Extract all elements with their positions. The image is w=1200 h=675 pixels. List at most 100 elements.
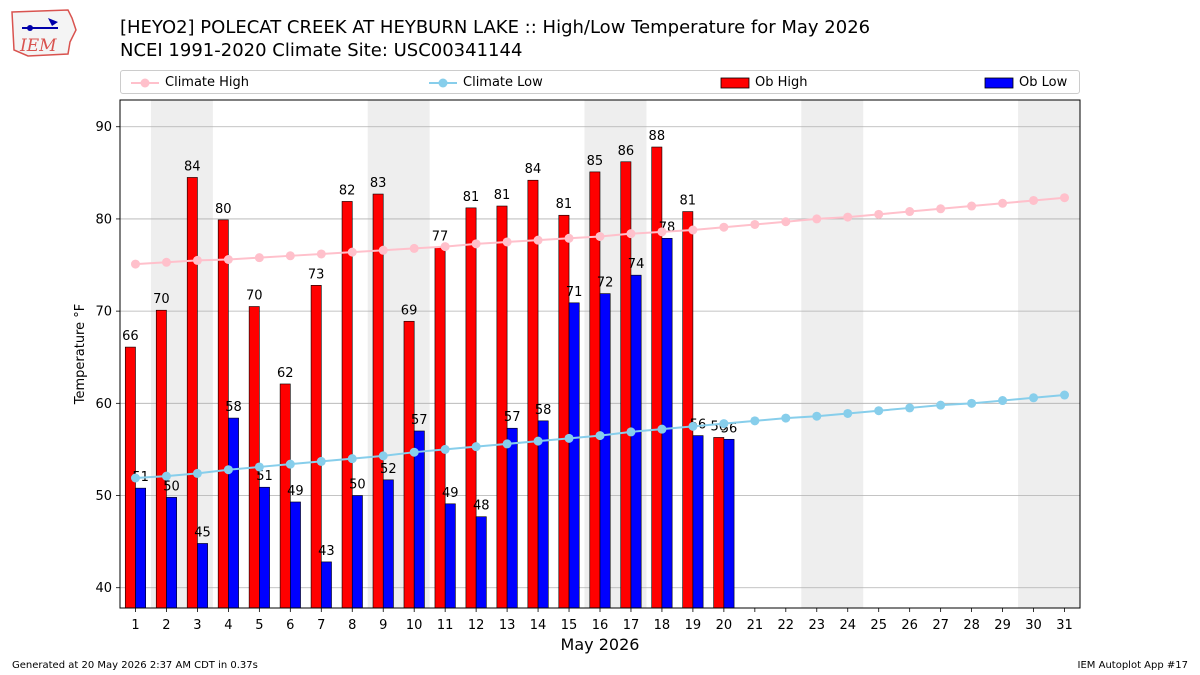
climate-low-point xyxy=(378,451,388,461)
x-tick-label: 6 xyxy=(286,618,294,633)
climate-high-point xyxy=(905,207,915,217)
ob-high-bar xyxy=(651,146,663,609)
app-label: IEM Autoplot App #17 xyxy=(1077,660,1188,671)
ob-high-label: 73 xyxy=(308,267,325,282)
ob-low-bar xyxy=(537,420,549,609)
ob-low-label: 51 xyxy=(256,469,273,484)
x-tick-label: 21 xyxy=(747,618,764,633)
climate-low-point xyxy=(471,442,481,452)
x-tick-label: 1 xyxy=(131,618,139,633)
ob-low-label: 57 xyxy=(411,413,428,428)
ob-low-bar xyxy=(228,417,239,609)
weekend-shade xyxy=(1018,100,1080,608)
climate-high-point xyxy=(688,225,698,235)
ob-high-label: 84 xyxy=(184,159,201,174)
y-tick-label: 40 xyxy=(95,581,112,596)
climate-high-point xyxy=(936,204,946,214)
climate-high-point xyxy=(471,239,481,249)
climate-high-point xyxy=(285,251,295,261)
x-tick-label: 4 xyxy=(224,618,232,633)
climate-high-point xyxy=(874,209,884,219)
ob-high-bar xyxy=(403,320,415,609)
x-tick-label: 7 xyxy=(317,618,325,633)
ob-low-label: 45 xyxy=(194,525,211,540)
climate-high-point xyxy=(998,198,1008,208)
climate-high-point xyxy=(812,214,822,224)
climate-high-point xyxy=(223,254,233,264)
ob-low-bar xyxy=(568,302,580,609)
climate-low-point xyxy=(688,421,698,431)
ob-low-label: 71 xyxy=(566,285,583,300)
climate-high-point xyxy=(750,219,760,229)
x-axis-label: May 2026 xyxy=(561,635,640,654)
ob-high-label: 88 xyxy=(649,129,666,144)
ob-high-label: 81 xyxy=(680,194,697,209)
ob-high-label: 81 xyxy=(494,188,511,203)
ob-high-label: 86 xyxy=(618,144,635,159)
climate-high-point xyxy=(719,222,729,232)
x-tick-label: 17 xyxy=(623,618,640,633)
ob-high-bar xyxy=(186,177,198,609)
ob-high-bar xyxy=(248,306,260,609)
logo-text: IEM xyxy=(19,36,57,56)
climate-low-point xyxy=(936,400,946,410)
x-tick-label: 25 xyxy=(870,618,887,633)
chart-subtitle: NCEI 1991-2020 Climate Site: USC00341144 xyxy=(120,40,523,61)
ob-low-bar xyxy=(692,435,704,609)
chart-legend: Climate High Climate Low Ob High Ob Low xyxy=(120,70,1080,94)
ob-high-label: 66 xyxy=(122,329,139,344)
x-tick-label: 18 xyxy=(654,618,671,633)
ob-high-bar xyxy=(713,437,725,609)
x-tick-label: 23 xyxy=(809,618,826,633)
climate-high-point xyxy=(502,237,512,247)
climate-low-point xyxy=(533,436,543,446)
climate-low-point xyxy=(843,408,853,418)
ob-low-bar xyxy=(444,503,456,609)
ob-low-bar xyxy=(630,274,642,609)
x-tick-label: 22 xyxy=(778,618,795,633)
climate-high-point xyxy=(254,253,264,263)
ob-high-bar xyxy=(496,205,508,609)
climate-low-point xyxy=(626,427,636,437)
x-tick-label: 29 xyxy=(994,618,1011,633)
x-tick-label: 20 xyxy=(716,618,733,633)
x-tick-label: 12 xyxy=(468,618,485,633)
y-tick-label: 60 xyxy=(95,397,112,412)
x-tick-label: 15 xyxy=(561,618,578,633)
legend-label-climate-high: Climate High xyxy=(165,75,250,90)
climate-low-point xyxy=(502,439,512,449)
x-tick-label: 9 xyxy=(379,618,387,633)
legend-label-climate-low: Climate Low xyxy=(463,75,543,90)
climate-low-point xyxy=(192,468,202,478)
ob-high-bar xyxy=(620,161,632,609)
climate-high-point xyxy=(409,243,419,253)
x-tick-label: 8 xyxy=(348,618,356,633)
x-tick-label: 10 xyxy=(406,618,423,633)
ob-low-label: 49 xyxy=(287,484,304,499)
ob-high-bar xyxy=(682,211,694,609)
x-tick-label: 26 xyxy=(901,618,918,633)
climate-high-point xyxy=(843,212,853,222)
ob-high-label: 69 xyxy=(401,303,418,318)
climate-low-point xyxy=(347,454,357,464)
climate-low-point xyxy=(409,447,419,457)
climate-low-point xyxy=(657,424,667,434)
x-tick-label: 13 xyxy=(499,618,516,633)
climate-high-point xyxy=(347,247,357,257)
ob-low-bar xyxy=(413,430,425,609)
climate-high-point xyxy=(657,227,667,237)
climate-low-point xyxy=(564,433,574,443)
x-tick-label: 11 xyxy=(437,618,454,633)
ob-low-label: 48 xyxy=(473,499,490,514)
climate-high-point xyxy=(130,259,140,269)
ob-high-label: 84 xyxy=(525,162,542,177)
x-tick-label: 31 xyxy=(1056,618,1073,633)
climate-high-point xyxy=(626,229,636,239)
y-tick-label: 70 xyxy=(95,305,112,320)
ob-high-bar xyxy=(341,201,353,609)
climate-low-point xyxy=(812,411,822,421)
legend-label-ob-high: Ob High xyxy=(755,75,808,90)
ob-low-label: 50 xyxy=(163,479,180,494)
climate-low-point xyxy=(998,396,1008,406)
